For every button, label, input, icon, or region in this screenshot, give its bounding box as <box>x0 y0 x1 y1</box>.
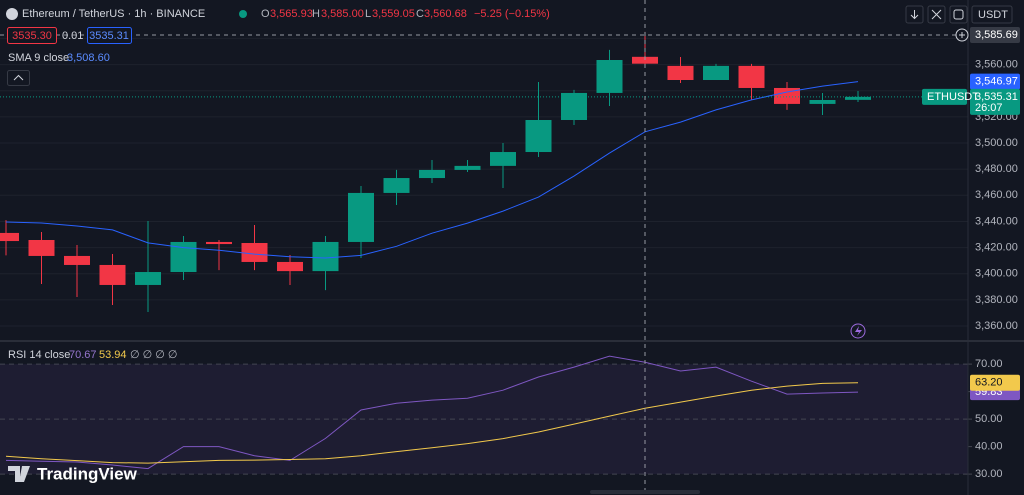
arrow-icon <box>910 10 919 20</box>
rsi-last-label-box <box>970 374 1020 391</box>
candle-body <box>170 241 197 273</box>
candle-body <box>525 120 552 153</box>
last-price-label: 3,535.31 <box>975 91 1018 103</box>
candle-body <box>135 272 161 285</box>
y-tick-label: 3,380.00 <box>975 294 1018 306</box>
candle-body <box>845 96 871 100</box>
y-tick-label: 40.00 <box>975 441 1003 453</box>
candle-body <box>454 165 481 170</box>
logo-text: TradingView <box>37 464 138 483</box>
y-tick-label: 3,560.00 <box>975 58 1018 70</box>
rsi-line <box>5 382 859 464</box>
ohlc-label: H <box>312 8 320 20</box>
rsi-legend-value: 70.67 <box>69 349 97 361</box>
y-tick-label: 3,480.00 <box>975 163 1018 175</box>
last-price-box <box>970 88 1020 115</box>
sell-button[interactable] <box>7 27 57 44</box>
candle-body <box>348 192 374 242</box>
sell-price: 3535.30 <box>12 30 52 42</box>
buy-button[interactable] <box>87 27 132 44</box>
candle-body <box>561 92 587 120</box>
buy-price: 3535.31 <box>89 30 129 42</box>
market-status <box>239 10 247 18</box>
alert-icon[interactable] <box>850 323 866 339</box>
symbol-label: ETHUSDT <box>927 91 979 103</box>
y-tick-label: 30.00 <box>975 468 1003 480</box>
rsi-line <box>5 355 859 470</box>
y-tick-label: 3,440.00 <box>975 215 1018 227</box>
candle-body <box>632 56 658 64</box>
scrollbar[interactable] <box>590 490 700 494</box>
change: −5.25 (−0.15%) <box>474 8 550 20</box>
plus-icon <box>959 32 965 38</box>
y-tick-label: 3,420.00 <box>975 241 1018 253</box>
reset-button[interactable] <box>949 5 968 24</box>
rsi-last-label: 63.20 <box>975 377 1003 389</box>
candle-body <box>0 232 19 242</box>
candle-body <box>490 152 516 166</box>
ohlc-value: 3,560.68 <box>424 8 467 20</box>
y-tick-label: 50.00 <box>975 413 1003 425</box>
candle-body <box>596 60 623 93</box>
candle-body <box>703 65 729 80</box>
symbol-icon <box>6 8 18 20</box>
candle-body <box>774 87 800 104</box>
ohlc-label: L <box>365 8 371 20</box>
candle-body <box>419 169 445 179</box>
reset-icon <box>953 9 964 20</box>
sma-last-label: 3,546.97 <box>975 76 1018 88</box>
candle-body <box>28 240 55 256</box>
ohlc-value: 3,585.00 <box>321 8 364 20</box>
rsi-band <box>0 364 968 475</box>
chevron-icon <box>13 74 24 81</box>
ohlc-value: 3,565.93 <box>270 8 313 20</box>
rsi-legend: RSI 14 close <box>8 349 70 361</box>
currency-button[interactable] <box>971 5 1013 24</box>
ohlc-label: O <box>261 8 270 20</box>
candle-body <box>277 261 303 272</box>
logo-mark <box>8 466 30 482</box>
y-tick-label: 3,460.00 <box>975 189 1018 201</box>
rsi-ma-legend-value: 53.94 <box>99 349 127 361</box>
candle-body <box>312 241 339 272</box>
symbol-label-box <box>922 88 967 105</box>
rsi-legend-extra: ∅ ∅ ∅ ∅ <box>130 349 178 361</box>
candle-body <box>241 243 268 262</box>
y-tick-label: 3,500.00 <box>975 137 1018 149</box>
add-button[interactable] <box>955 28 969 42</box>
candle-body <box>809 100 836 104</box>
y-tick-label: 3,360.00 <box>975 320 1018 332</box>
candle-body <box>667 65 694 80</box>
bolt-icon <box>855 326 862 336</box>
sma-legend: SMA 9 close <box>8 52 69 64</box>
candle-body <box>99 264 126 285</box>
crosshair-label: 3,585.69 <box>975 29 1018 41</box>
sma-legend-value: 3,508.60 <box>67 52 110 64</box>
countdown: 26:07 <box>975 102 1003 114</box>
ohlc-label: C <box>416 8 424 20</box>
spread: 0.01 <box>62 30 83 42</box>
crosshair-label-box <box>970 27 1020 43</box>
y-tick-label: 3,400.00 <box>975 268 1018 280</box>
sma-last-label-box <box>970 73 1020 90</box>
candle-body <box>64 255 90 265</box>
symbol-title: Ethereum / TetherUS · 1h · BINANCE <box>22 8 205 20</box>
candle-body <box>383 178 410 193</box>
candle-body <box>206 241 232 245</box>
sma-line <box>5 81 859 259</box>
candle-body <box>738 65 765 88</box>
currency: USDT <box>978 9 1008 21</box>
y-tick-label: 70.00 <box>975 358 1003 370</box>
collapse-button[interactable] <box>7 70 30 86</box>
ohlc-value: 3,559.05 <box>372 8 415 20</box>
cross-icon <box>931 9 942 20</box>
